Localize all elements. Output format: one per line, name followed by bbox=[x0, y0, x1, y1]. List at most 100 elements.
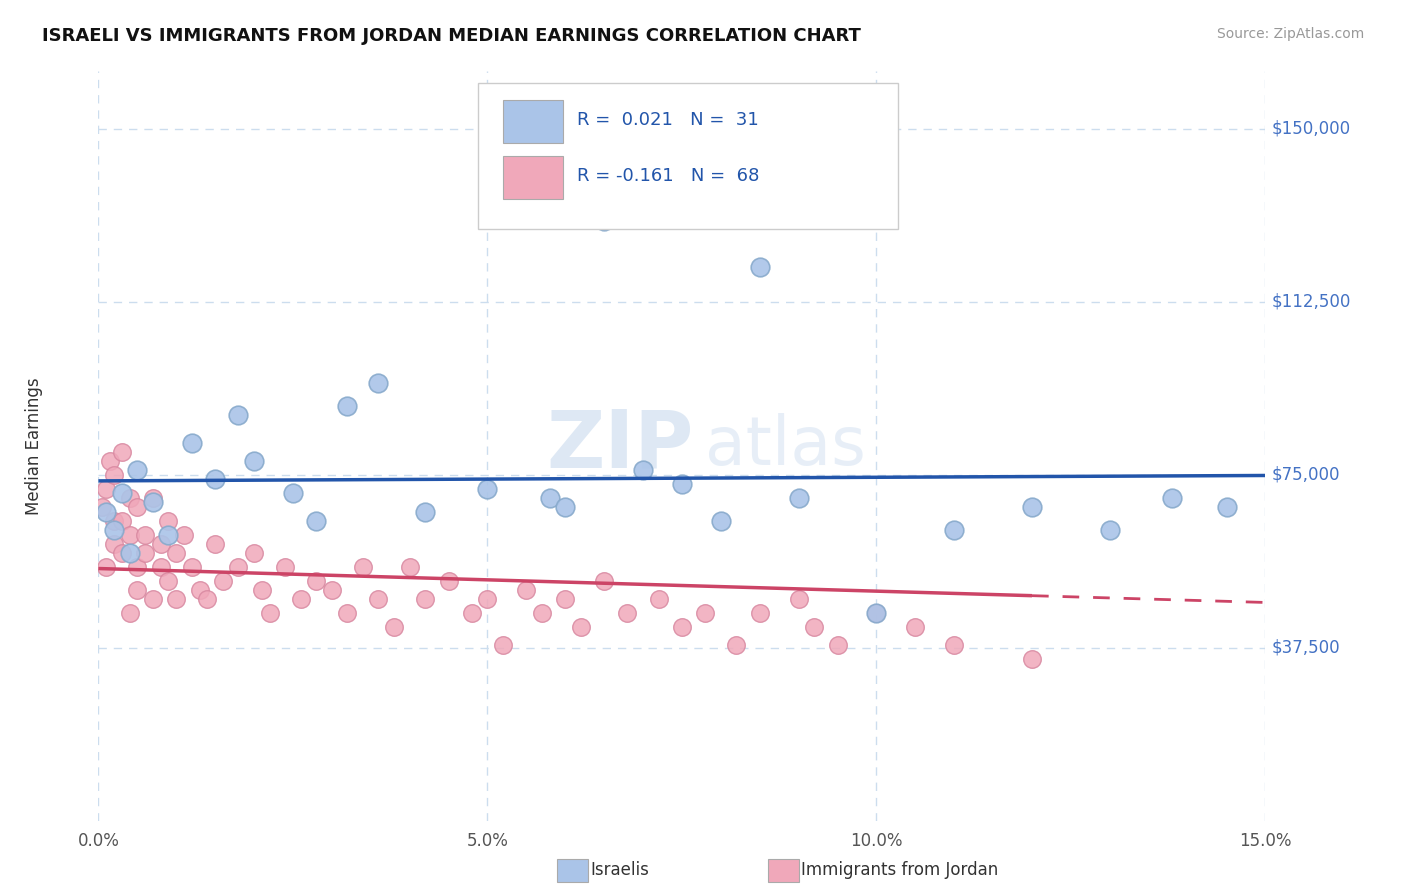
Text: $37,500: $37,500 bbox=[1271, 639, 1340, 657]
Point bbox=[352, 560, 374, 574]
Point bbox=[149, 560, 172, 574]
Point bbox=[827, 639, 849, 653]
Text: $112,500: $112,500 bbox=[1271, 293, 1351, 311]
Point bbox=[492, 639, 515, 653]
Point bbox=[165, 546, 187, 560]
Point bbox=[321, 583, 343, 598]
Text: atlas: atlas bbox=[706, 413, 866, 479]
Point bbox=[96, 482, 118, 496]
Point bbox=[569, 620, 592, 634]
Point bbox=[748, 606, 770, 620]
FancyBboxPatch shape bbox=[503, 156, 562, 200]
Point bbox=[103, 537, 125, 551]
Point bbox=[157, 574, 180, 588]
Point bbox=[631, 463, 654, 477]
Point bbox=[127, 463, 149, 477]
Point bbox=[647, 592, 669, 607]
Point bbox=[382, 620, 405, 634]
Point bbox=[111, 546, 134, 560]
Point bbox=[274, 560, 297, 574]
Point bbox=[1021, 652, 1043, 666]
Point bbox=[111, 444, 134, 458]
Point bbox=[865, 606, 887, 620]
Point bbox=[188, 583, 211, 598]
Point bbox=[787, 491, 810, 505]
Point bbox=[865, 606, 887, 620]
Point bbox=[748, 260, 770, 275]
Point bbox=[530, 606, 553, 620]
Point bbox=[127, 560, 149, 574]
Point bbox=[98, 454, 121, 468]
Point bbox=[413, 592, 436, 607]
Point bbox=[461, 606, 484, 620]
Point bbox=[1215, 500, 1237, 514]
Point bbox=[554, 500, 576, 514]
Point bbox=[904, 620, 927, 634]
Point bbox=[695, 606, 717, 620]
Text: R =  0.021   N =  31: R = 0.021 N = 31 bbox=[576, 112, 759, 129]
Text: ZIP: ZIP bbox=[547, 407, 693, 485]
Point bbox=[477, 482, 499, 496]
Point bbox=[336, 399, 359, 413]
FancyBboxPatch shape bbox=[478, 83, 898, 228]
Point bbox=[96, 560, 118, 574]
Point bbox=[538, 491, 561, 505]
Point bbox=[803, 620, 825, 634]
Point bbox=[195, 592, 218, 607]
Point bbox=[554, 592, 576, 607]
Point bbox=[943, 639, 966, 653]
Point bbox=[111, 486, 134, 500]
Point bbox=[111, 514, 134, 528]
Text: R = -0.161   N =  68: R = -0.161 N = 68 bbox=[576, 168, 759, 186]
Point bbox=[305, 514, 328, 528]
Text: Source: ZipAtlas.com: Source: ZipAtlas.com bbox=[1216, 27, 1364, 41]
Point bbox=[616, 606, 638, 620]
Point bbox=[336, 606, 359, 620]
Point bbox=[367, 376, 389, 390]
FancyBboxPatch shape bbox=[503, 100, 562, 144]
Point bbox=[157, 514, 180, 528]
Point bbox=[593, 214, 616, 228]
Text: $150,000: $150,000 bbox=[1271, 120, 1350, 138]
Point bbox=[477, 592, 499, 607]
Point bbox=[157, 528, 180, 542]
Point bbox=[1098, 523, 1121, 537]
Point bbox=[165, 592, 187, 607]
Point bbox=[250, 583, 273, 598]
Point bbox=[259, 606, 281, 620]
Point bbox=[180, 435, 202, 450]
Point bbox=[243, 546, 266, 560]
Text: Israelis: Israelis bbox=[591, 861, 650, 879]
Text: Median Earnings: Median Earnings bbox=[25, 377, 44, 515]
Point bbox=[398, 560, 420, 574]
Point bbox=[281, 486, 304, 500]
Point bbox=[243, 454, 266, 468]
Point bbox=[103, 523, 125, 537]
Point bbox=[725, 639, 748, 653]
Point bbox=[118, 546, 141, 560]
Point bbox=[367, 592, 389, 607]
Point bbox=[127, 583, 149, 598]
Point bbox=[515, 583, 537, 598]
Text: Immigrants from Jordan: Immigrants from Jordan bbox=[801, 861, 998, 879]
Point bbox=[96, 505, 118, 519]
Point bbox=[593, 574, 616, 588]
Point bbox=[204, 537, 226, 551]
Point bbox=[1161, 491, 1184, 505]
Point bbox=[103, 514, 125, 528]
Point bbox=[127, 500, 149, 514]
Point bbox=[180, 560, 202, 574]
Point bbox=[671, 620, 693, 634]
Point bbox=[134, 528, 156, 542]
Point bbox=[204, 472, 226, 486]
Point bbox=[212, 574, 235, 588]
Point bbox=[943, 523, 966, 537]
Point bbox=[142, 495, 165, 509]
Text: ISRAELI VS IMMIGRANTS FROM JORDAN MEDIAN EARNINGS CORRELATION CHART: ISRAELI VS IMMIGRANTS FROM JORDAN MEDIAN… bbox=[42, 27, 860, 45]
Point bbox=[413, 505, 436, 519]
Point bbox=[710, 514, 733, 528]
Point bbox=[91, 500, 114, 514]
Point bbox=[1021, 500, 1043, 514]
Point bbox=[149, 537, 172, 551]
Point bbox=[118, 528, 141, 542]
